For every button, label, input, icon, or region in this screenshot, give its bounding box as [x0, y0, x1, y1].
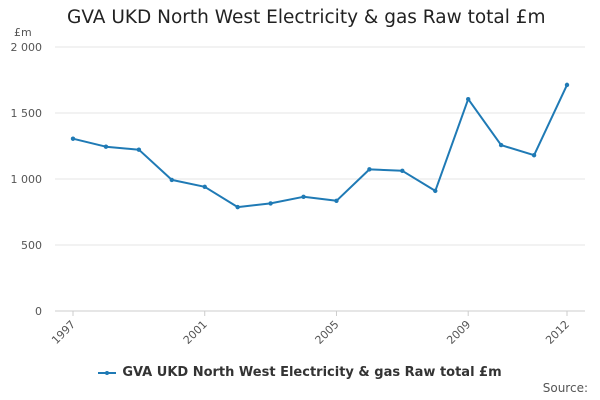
y-tick-label: 500: [21, 239, 42, 252]
data-point[interactable]: [498, 142, 504, 148]
source-label[interactable]: Source:: [542, 381, 588, 395]
x-tick-label: 2001: [181, 318, 210, 347]
data-point[interactable]: [433, 188, 438, 194]
y-tick-label: 2 000: [11, 41, 43, 54]
data-point[interactable]: [202, 184, 207, 189]
gridlines: [55, 46, 585, 312]
data-point[interactable]: [136, 147, 142, 152]
data-point[interactable]: [466, 96, 471, 102]
series-line[interactable]: [72, 84, 568, 209]
y-tick-label: 1 500: [11, 107, 43, 120]
legend-label: GVA UKD North West Electricity & gas Raw…: [122, 365, 502, 380]
data-point[interactable]: [400, 168, 405, 174]
data-point[interactable]: [235, 204, 240, 210]
data-point[interactable]: [334, 198, 339, 203]
y-axis-ticks: 0 500 1 000 1 500 2 000: [11, 41, 43, 318]
chart-title: GVA UKD North West Electricity & gas Raw…: [67, 7, 546, 28]
y-tick-label: 0: [35, 305, 42, 318]
data-point[interactable]: [169, 177, 174, 183]
y-tick-label: 1 000: [11, 173, 43, 186]
x-axis-ticks: 1997 2001 2005 2009 2012: [49, 311, 572, 347]
legend[interactable]: GVA UKD North West Electricity & gas Raw…: [0, 365, 600, 380]
data-point[interactable]: [367, 167, 372, 172]
data-point[interactable]: [103, 144, 109, 149]
x-tick-label: 2009: [444, 318, 473, 347]
data-point[interactable]: [268, 201, 273, 206]
data-point[interactable]: [564, 82, 570, 88]
y-axis-unit-label: £m: [14, 26, 32, 39]
legend-swatch: [98, 368, 117, 378]
x-tick-label: 2012: [543, 318, 572, 347]
series-group: [70, 82, 570, 210]
x-tick-label: 2005: [313, 318, 342, 347]
data-point[interactable]: [531, 153, 537, 158]
data-point[interactable]: [301, 194, 306, 200]
x-tick-label: 1997: [49, 318, 78, 347]
data-point[interactable]: [70, 136, 76, 141]
